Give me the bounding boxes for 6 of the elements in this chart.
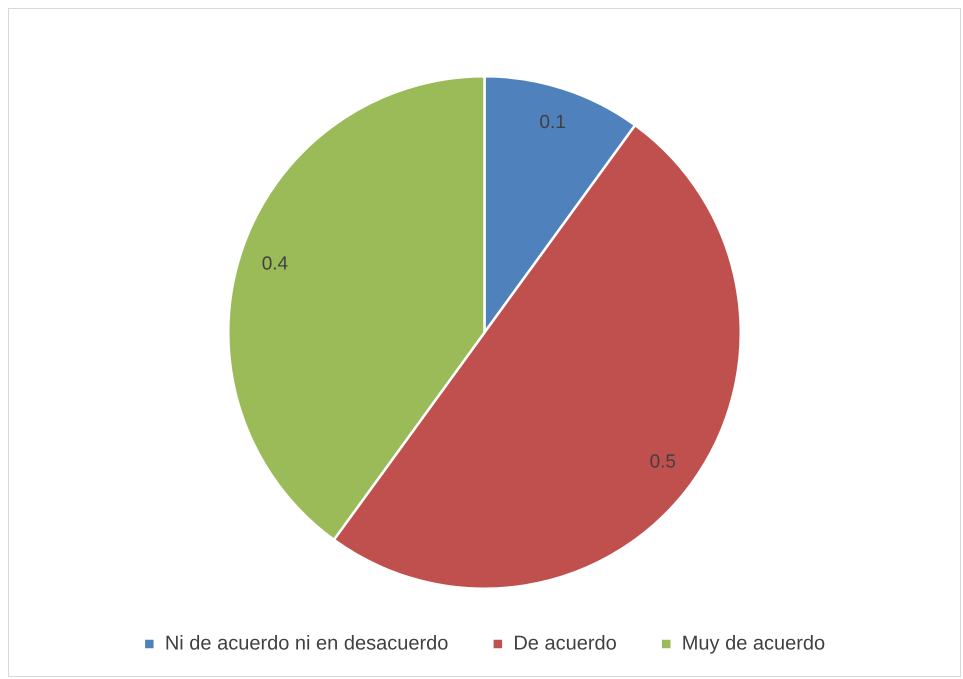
- legend-label: Ni de acuerdo ni en desacuerdo: [164, 632, 448, 655]
- data-label: 0.4: [262, 254, 289, 275]
- legend-label: Muy de acuerdo: [682, 632, 826, 655]
- legend-label: De acuerdo: [513, 632, 617, 655]
- data-label: 0.1: [539, 112, 566, 134]
- data-label: 0.5: [650, 451, 676, 472]
